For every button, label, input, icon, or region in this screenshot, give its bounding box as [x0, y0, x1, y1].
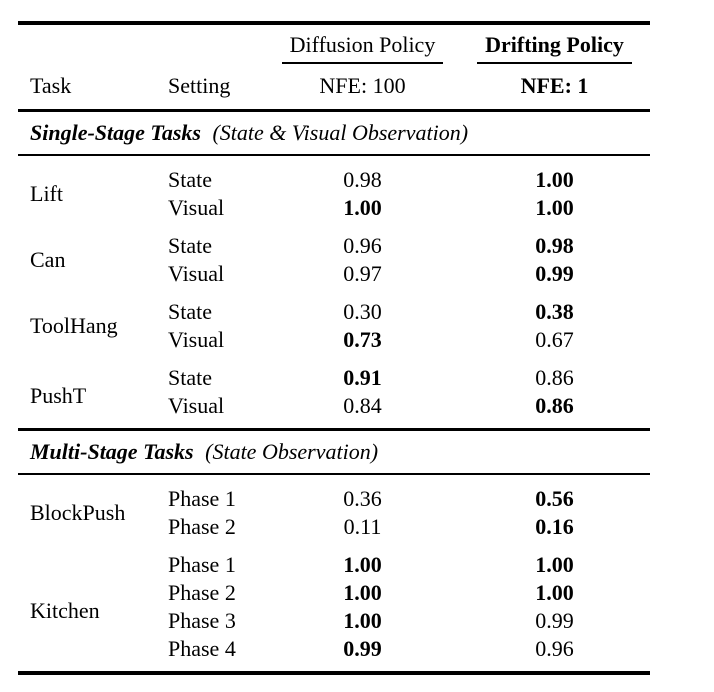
setting-cell: State	[168, 232, 212, 258]
table-row: Phase 2 1.00 1.00	[18, 579, 650, 607]
setting-cell: State	[168, 298, 212, 324]
section-header-multi-stage: Multi-Stage Tasks (State Observation)	[18, 427, 650, 475]
task-cell-lift: Lift	[30, 180, 63, 206]
policy-header-row: Diffusion Policy Drifting Policy	[18, 23, 650, 64]
value-cell-diffusion: 0.98	[343, 166, 382, 192]
value-cell-diffusion: 0.91	[343, 364, 382, 390]
value-cell-diffusion: 1.00	[343, 194, 382, 220]
policy-header-cell: Drifting Policy	[477, 23, 650, 64]
section-subtitle: (State Observation)	[205, 438, 379, 464]
col-group-drifting-policy: Drifting Policy	[477, 32, 632, 64]
table-row: PushT State 0.91 0.86	[18, 354, 650, 408]
section-title: Multi-Stage Tasks	[30, 438, 194, 464]
table-row: Lift State 0.98 1.00	[18, 155, 650, 206]
col-group-diffusion-policy: Diffusion Policy	[282, 32, 443, 64]
value-cell-diffusion: 1.00	[343, 551, 382, 577]
value-cell-drifting: 0.67	[535, 326, 574, 352]
table-row: Visual 1.00 1.00	[18, 194, 650, 222]
value-cell-drifting: 0.96	[535, 635, 574, 661]
empty-cell	[18, 23, 168, 64]
value-cell-diffusion: 0.99	[343, 635, 382, 661]
section-subtitle: (State & Visual Observation)	[212, 119, 469, 145]
value-cell-diffusion: 0.30	[343, 298, 382, 324]
column-header-row: Task Setting NFE: 100 NFE: 1	[18, 64, 650, 110]
setting-cell: Phase 2	[168, 513, 236, 539]
table-row: Visual 0.84 0.86	[18, 392, 650, 430]
value-cell-drifting: 0.86	[535, 364, 574, 390]
table-row: Phase 2 0.11 0.16	[18, 513, 650, 541]
value-cell-diffusion: 1.00	[343, 579, 382, 605]
setting-cell: Phase 1	[168, 551, 236, 577]
table-row: BlockPush Phase 1 0.36 0.56	[18, 474, 650, 525]
setting-cell: Phase 4	[168, 635, 236, 661]
value-cell-diffusion: 0.36	[343, 485, 382, 511]
setting-cell: State	[168, 364, 212, 390]
task-cell-kitchen: Kitchen	[30, 597, 100, 623]
value-cell-diffusion: 0.73	[343, 326, 382, 352]
col-header-nfe-1: NFE: 1	[520, 73, 589, 99]
value-cell-drifting: 0.56	[535, 485, 574, 511]
setting-cell: State	[168, 166, 212, 192]
value-cell-diffusion: 0.11	[343, 513, 382, 539]
setting-cell: Visual	[168, 260, 225, 286]
value-cell-drifting: 0.38	[535, 298, 574, 324]
section-header-cell: Single-Stage Tasks (State & Visual Obser…	[18, 108, 650, 156]
value-cell-drifting: 1.00	[535, 194, 574, 220]
table-row: Can State 0.96 0.98	[18, 222, 650, 272]
col-header-nfe-100: NFE: 100	[319, 73, 406, 99]
table-row: ToolHang State 0.30 0.38	[18, 288, 650, 338]
results-table: Diffusion Policy Drifting Policy Task Se…	[18, 21, 650, 675]
value-cell-diffusion: 0.84	[343, 392, 382, 418]
value-cell-drifting: 1.00	[535, 166, 574, 192]
section-title: Single-Stage Tasks	[30, 119, 201, 145]
value-cell-drifting: 0.86	[535, 392, 574, 418]
policy-header-cell: Diffusion Policy	[282, 23, 477, 64]
value-cell-diffusion: 0.97	[343, 260, 382, 286]
empty-cell	[168, 23, 282, 64]
value-cell-drifting: 1.00	[535, 579, 574, 605]
table-row: Phase 3 1.00 0.99	[18, 607, 650, 635]
value-cell-drifting: 0.99	[535, 260, 574, 286]
value-cell-diffusion: 0.96	[343, 232, 382, 258]
table-row: Phase 4 0.99 0.96	[18, 635, 650, 673]
setting-cell: Phase 3	[168, 607, 236, 633]
setting-cell: Phase 1	[168, 485, 236, 511]
task-cell-can: Can	[30, 246, 66, 272]
setting-cell: Visual	[168, 194, 225, 220]
section-header-single-stage: Single-Stage Tasks (State & Visual Obser…	[18, 108, 650, 156]
section-header-cell: Multi-Stage Tasks (State Observation)	[18, 427, 650, 475]
setting-cell: Visual	[168, 392, 225, 418]
task-cell-blockpush: BlockPush	[30, 499, 126, 525]
value-cell-drifting: 0.16	[535, 513, 574, 539]
table-row: Visual 0.97 0.99	[18, 260, 650, 288]
task-cell-pusht: PushT	[30, 382, 87, 408]
setting-cell: Visual	[168, 326, 225, 352]
table-row: Visual 0.73 0.67	[18, 326, 650, 354]
value-cell-drifting: 1.00	[535, 551, 574, 577]
col-header-setting: Setting	[168, 73, 231, 99]
value-cell-drifting: 0.99	[535, 607, 574, 633]
value-cell-drifting: 0.98	[535, 232, 574, 258]
col-header-task: Task	[30, 73, 72, 99]
value-cell-diffusion: 1.00	[343, 607, 382, 633]
setting-cell: Phase 2	[168, 579, 236, 605]
task-cell-toolhang: ToolHang	[30, 312, 118, 338]
table-row: Kitchen Phase 1 1.00 1.00	[18, 541, 650, 623]
